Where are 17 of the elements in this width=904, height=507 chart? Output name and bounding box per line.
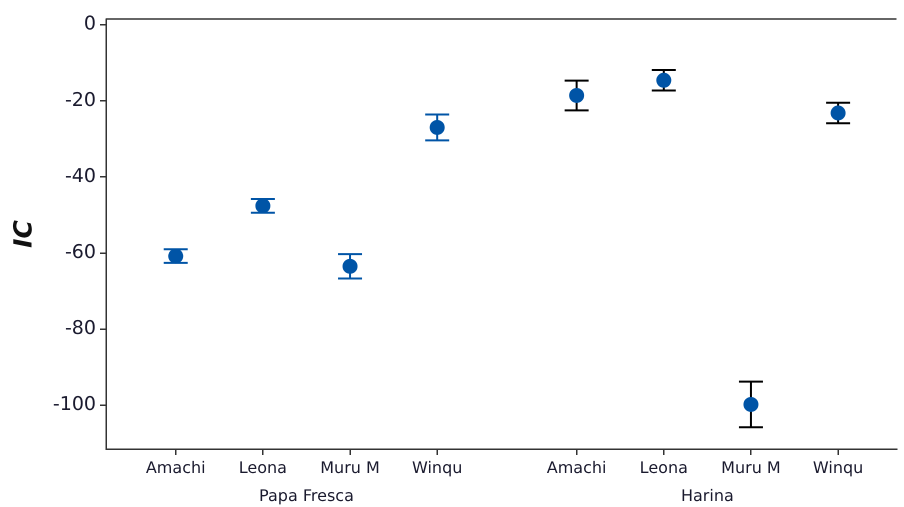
y-tick-label: -100: [52, 393, 96, 416]
x-tick-label: Amachi: [146, 458, 206, 477]
x-tick-label: Leona: [238, 458, 287, 477]
x-tick-label: Muru M: [721, 458, 781, 477]
x-tick-label: Muru M: [320, 458, 380, 477]
x-tick-label: Amachi: [546, 458, 606, 477]
y-tick-label: -20: [64, 88, 96, 111]
y-tick-label: -60: [64, 240, 96, 263]
x-tick-label: Winqu: [812, 458, 864, 477]
y-tick-label: -80: [64, 317, 96, 340]
y-tick-label: -40: [64, 164, 96, 187]
y-tick-label: 0: [84, 12, 96, 35]
text: Harina: [680, 486, 734, 506]
x-tick-label: Winqu: [412, 458, 462, 477]
text: Papa Fresca: [259, 486, 354, 506]
x-tick-label: Leona: [640, 458, 688, 477]
y-axis-title: IC: [8, 220, 38, 248]
